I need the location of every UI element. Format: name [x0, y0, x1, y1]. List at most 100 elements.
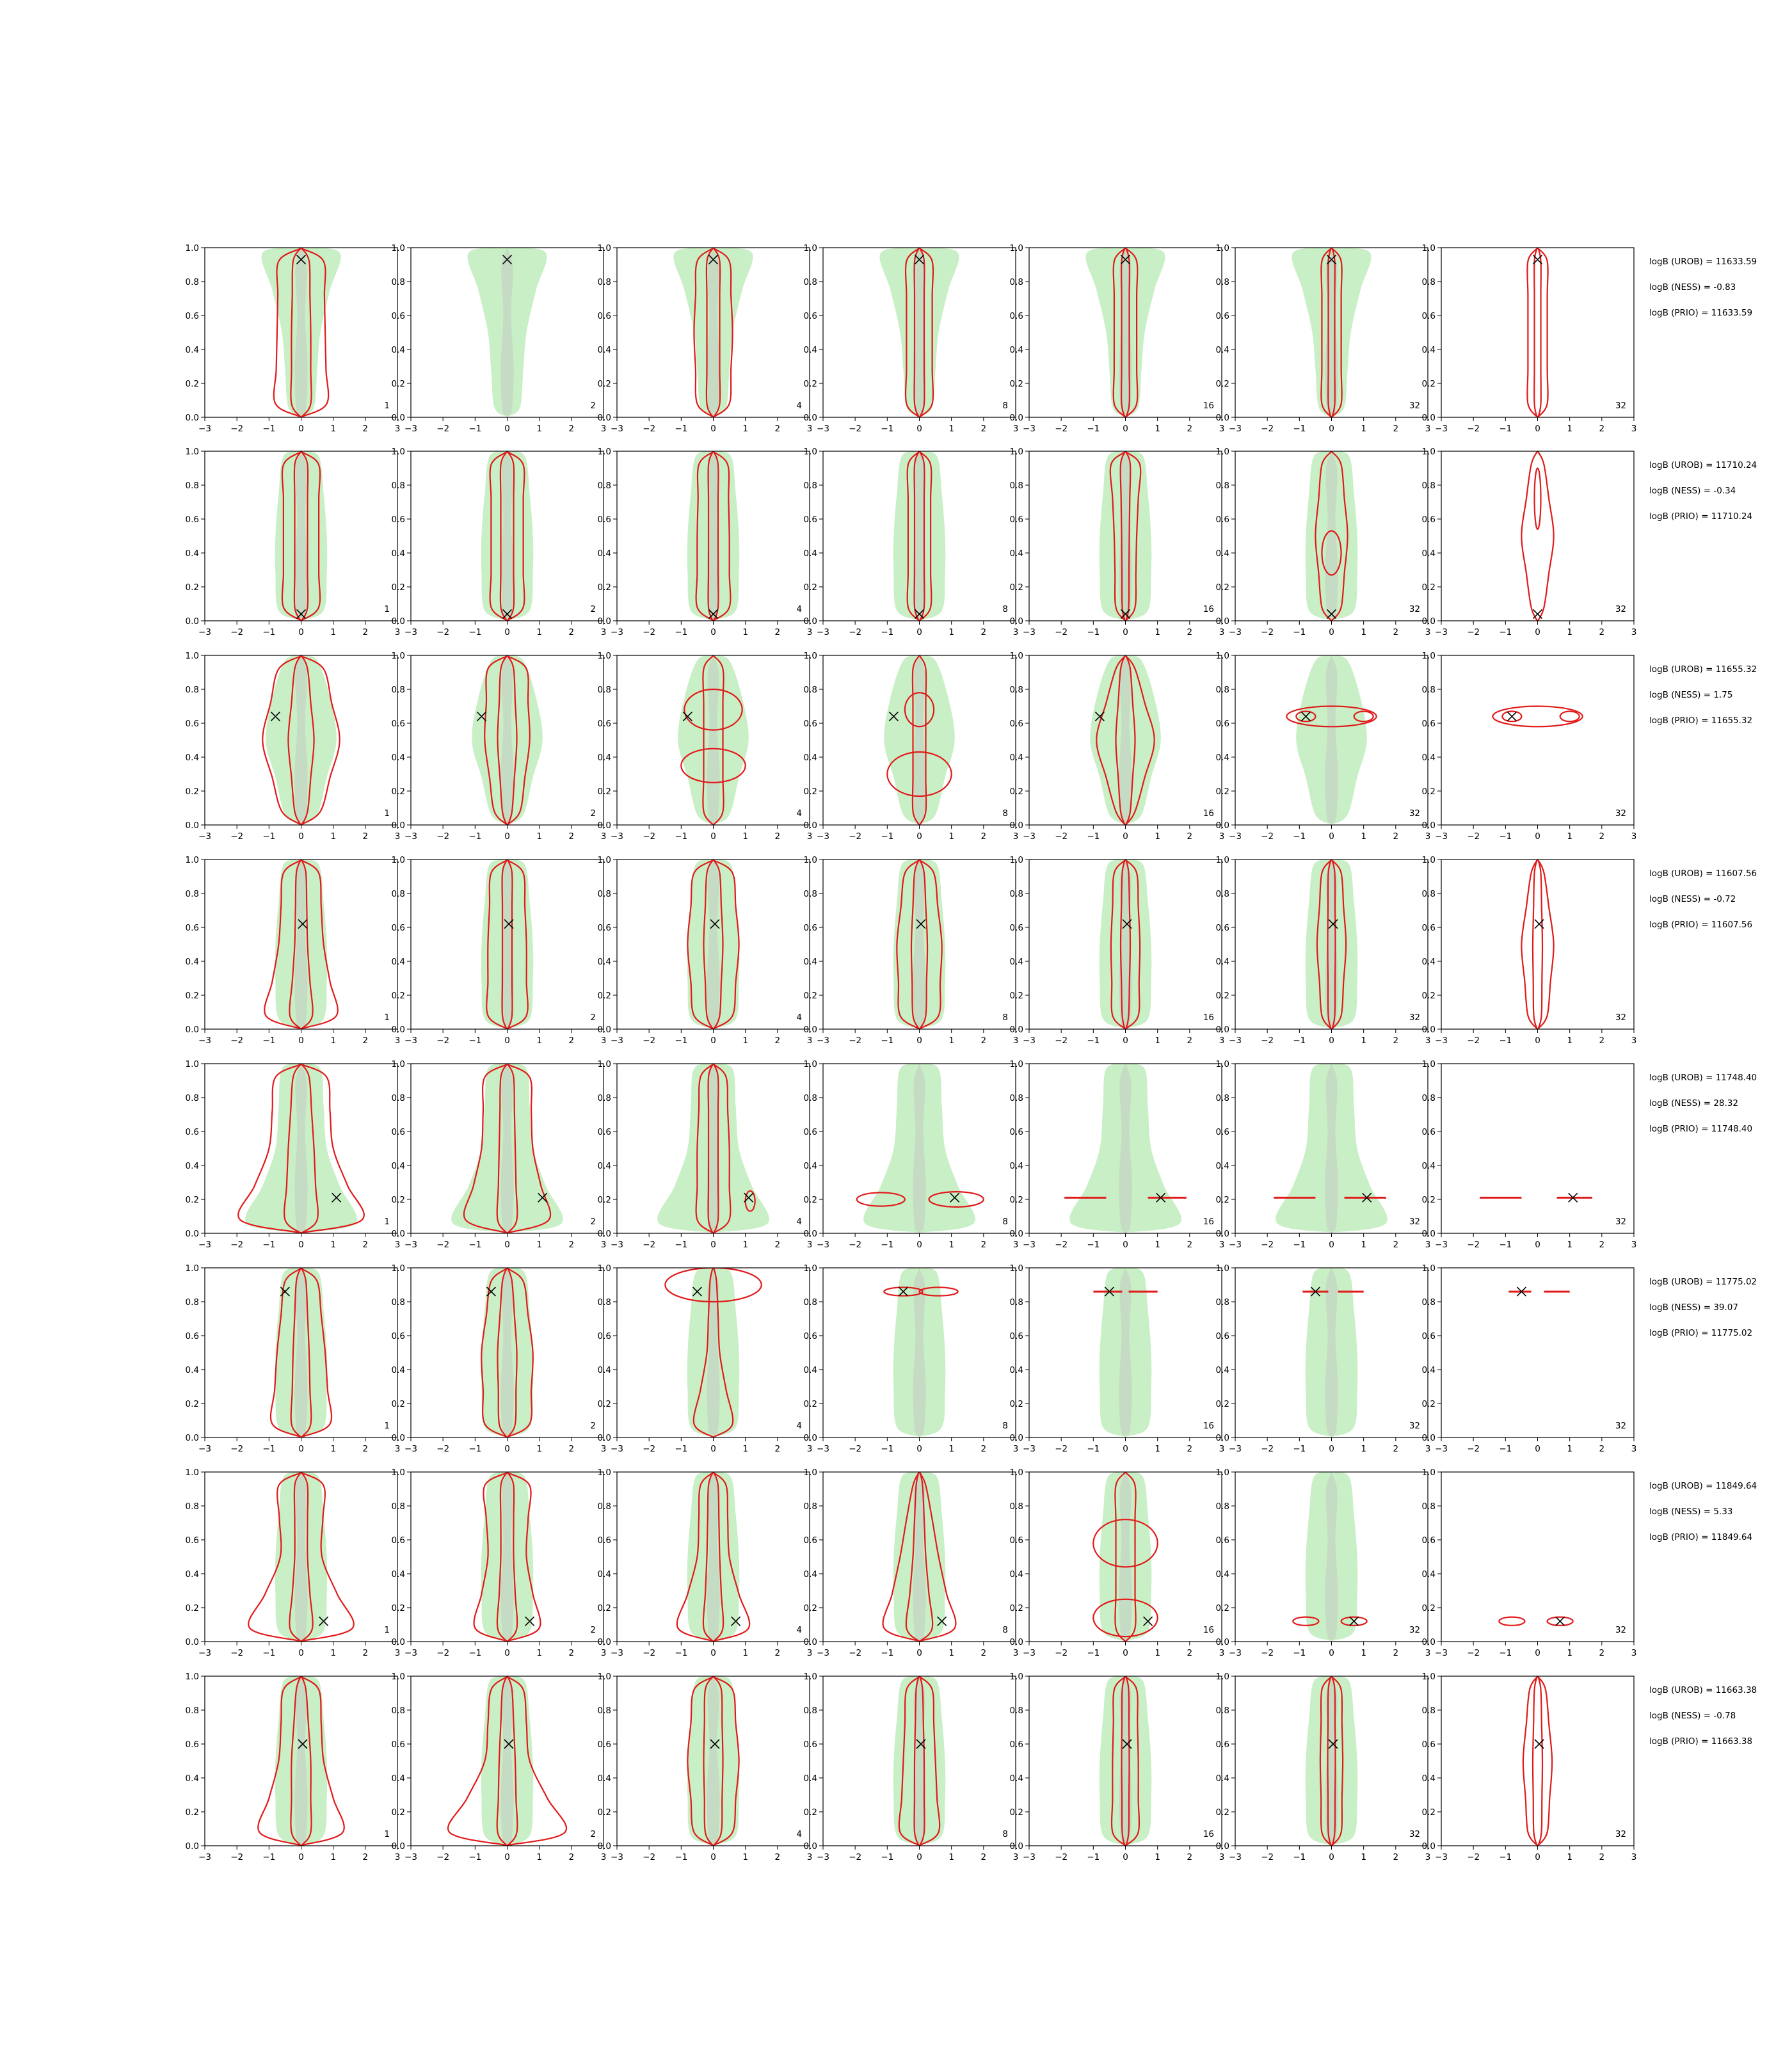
x-tick-label: −3: [1435, 627, 1448, 637]
x-tick-label: −2: [1261, 1240, 1274, 1250]
y-tick-label: 1.0: [1216, 1263, 1229, 1274]
reference-inner-region: [294, 1676, 308, 1845]
reference-inner-region: [500, 451, 514, 620]
y-tick-label: 0.2: [1422, 1807, 1436, 1818]
contour-line: [1521, 451, 1555, 621]
x-tick-label: 0: [710, 831, 716, 842]
true-value-marker: [332, 1192, 342, 1203]
y-tick-label: 0.2: [1422, 1603, 1436, 1613]
x-tick-label: −2: [849, 1240, 861, 1250]
panel-corner-label: 16: [1203, 1217, 1214, 1227]
true-value-marker: [692, 1286, 702, 1297]
y-tick-label: 0.4: [804, 957, 817, 967]
contour-line: [707, 1064, 719, 1233]
true-value-marker: [916, 1739, 926, 1749]
y-tick-label: 0.8: [1216, 685, 1229, 695]
y-tick-label: 1.0: [392, 855, 405, 865]
x-tick-label: −1: [468, 831, 481, 842]
y-tick-label: 0.4: [804, 345, 817, 355]
panel-corner-label: 32: [1409, 808, 1420, 819]
true-value-marker: [914, 609, 925, 619]
x-tick-label: −3: [817, 627, 829, 637]
contour-line: [702, 655, 724, 825]
x-tick-label: 2: [1599, 424, 1605, 434]
true-value-marker: [1156, 1192, 1166, 1203]
y-tick-label: 0.2: [186, 582, 199, 593]
x-tick-label: −1: [262, 1648, 275, 1658]
x-tick-label: 2: [775, 424, 781, 434]
y-tick-label: 0.8: [392, 481, 405, 491]
contour-line: [1327, 1676, 1336, 1846]
y-tick-label: 0.0: [598, 1841, 611, 1852]
y-tick-label: 0.2: [804, 1195, 817, 1205]
y-tick-label: 0.0: [1216, 820, 1229, 831]
reference-inner-region: [500, 248, 514, 417]
reference-inner-region: [1119, 1472, 1132, 1641]
y-tick-label: 0.2: [1010, 379, 1023, 389]
contour-line: [497, 655, 518, 825]
y-tick-label: 0.0: [186, 1841, 199, 1852]
logb-annotation: logB (PRIO) = 11849.64: [1649, 1532, 1752, 1542]
panel-plot-area: [1521, 451, 1555, 621]
panel-plot-area: [1099, 860, 1152, 1029]
y-tick-label: 0.8: [392, 1297, 405, 1308]
y-tick-label: 0.2: [804, 787, 817, 797]
contour-line: [496, 1676, 518, 1846]
x-tick-label: −1: [1499, 627, 1512, 637]
x-tick-label: 2: [1187, 831, 1193, 842]
x-tick-label: 1: [948, 1852, 954, 1862]
x-tick-label: 0: [710, 1648, 716, 1658]
x-tick-label: −2: [436, 1036, 449, 1046]
x-tick-label: −3: [1435, 1240, 1448, 1250]
reference-inner-region: [913, 451, 926, 620]
x-tick-label: 0: [1123, 1648, 1128, 1658]
y-tick-label: 0.4: [1010, 345, 1023, 355]
contour-line: [703, 860, 724, 1029]
x-tick-label: −2: [1261, 1036, 1274, 1046]
y-tick-label: 0.0: [186, 413, 199, 423]
y-tick-label: 0.8: [392, 889, 405, 899]
x-tick-label: 3: [395, 1036, 401, 1046]
x-tick-label: 3: [1631, 1240, 1637, 1250]
x-tick-label: 2: [1599, 1648, 1605, 1658]
y-tick-label: 0.8: [1216, 889, 1229, 899]
true-value-marker: [1555, 1616, 1565, 1626]
x-tick-label: −2: [1261, 627, 1274, 637]
y-tick-label: 0.2: [598, 787, 611, 797]
y-tick-label: 1.0: [1422, 1263, 1436, 1274]
x-tick-label: −2: [849, 627, 861, 637]
contour-line: [1286, 705, 1377, 728]
panel-plot-area: [481, 451, 534, 621]
logb-annotation: logB (NESS) = -0.78: [1649, 1711, 1736, 1721]
y-tick-label: 0.0: [804, 1841, 817, 1852]
y-tick-label: 0.0: [1216, 1637, 1229, 1647]
contour-line: [1321, 530, 1342, 576]
y-tick-label: 0.6: [1010, 515, 1023, 525]
x-tick-label: −1: [881, 424, 893, 434]
y-tick-label: 0.0: [804, 1433, 817, 1443]
y-tick-label: 0.0: [392, 413, 405, 423]
subplot-panel: −3 −2 −1 0 1 2 30.00.20.40.60.81.016: [1010, 1672, 1225, 1862]
contour-line: [293, 451, 309, 621]
reference-inner-region: [294, 451, 308, 620]
subplot-panel: −3 −2 −1 0 1 2 3 0.0 0.2 0.4 0.6 0.8 1.0 1: [186, 855, 401, 1046]
subplot-panel: −3 −2 −1 0 1 2 30.00.20.40.60.81.02: [392, 1059, 607, 1250]
contour-line: [1559, 710, 1580, 723]
subplot-panel: −3 −2 −1 0 1 2 3 0.0 0.2 0.4 0.6 0.8 1.0 1: [186, 1263, 401, 1454]
contour-line: [289, 1472, 314, 1642]
logb-annotation: logB (NESS) = 39.07: [1649, 1302, 1738, 1313]
y-tick-label: 0.6: [1216, 923, 1229, 933]
contour-line: [1092, 1598, 1158, 1638]
y-tick-label: 0.4: [392, 1773, 405, 1784]
y-tick-label: 0.6: [598, 923, 611, 933]
y-tick-label: 0.8: [804, 277, 817, 287]
x-tick-label: −1: [468, 1036, 481, 1046]
y-tick-label: 0.2: [804, 582, 817, 593]
y-tick-label: 0.6: [598, 1127, 611, 1137]
x-tick-label: −2: [436, 831, 449, 842]
subplot-panel: −3 −2 −1 0 1 2 30.00.20.40.60.81.016: [1010, 1468, 1225, 1658]
contour-line: [707, 451, 719, 621]
y-tick-label: 0.6: [1422, 311, 1436, 321]
y-tick-label: 0.0: [1422, 1229, 1436, 1239]
x-tick-label: 3: [1425, 1648, 1431, 1658]
